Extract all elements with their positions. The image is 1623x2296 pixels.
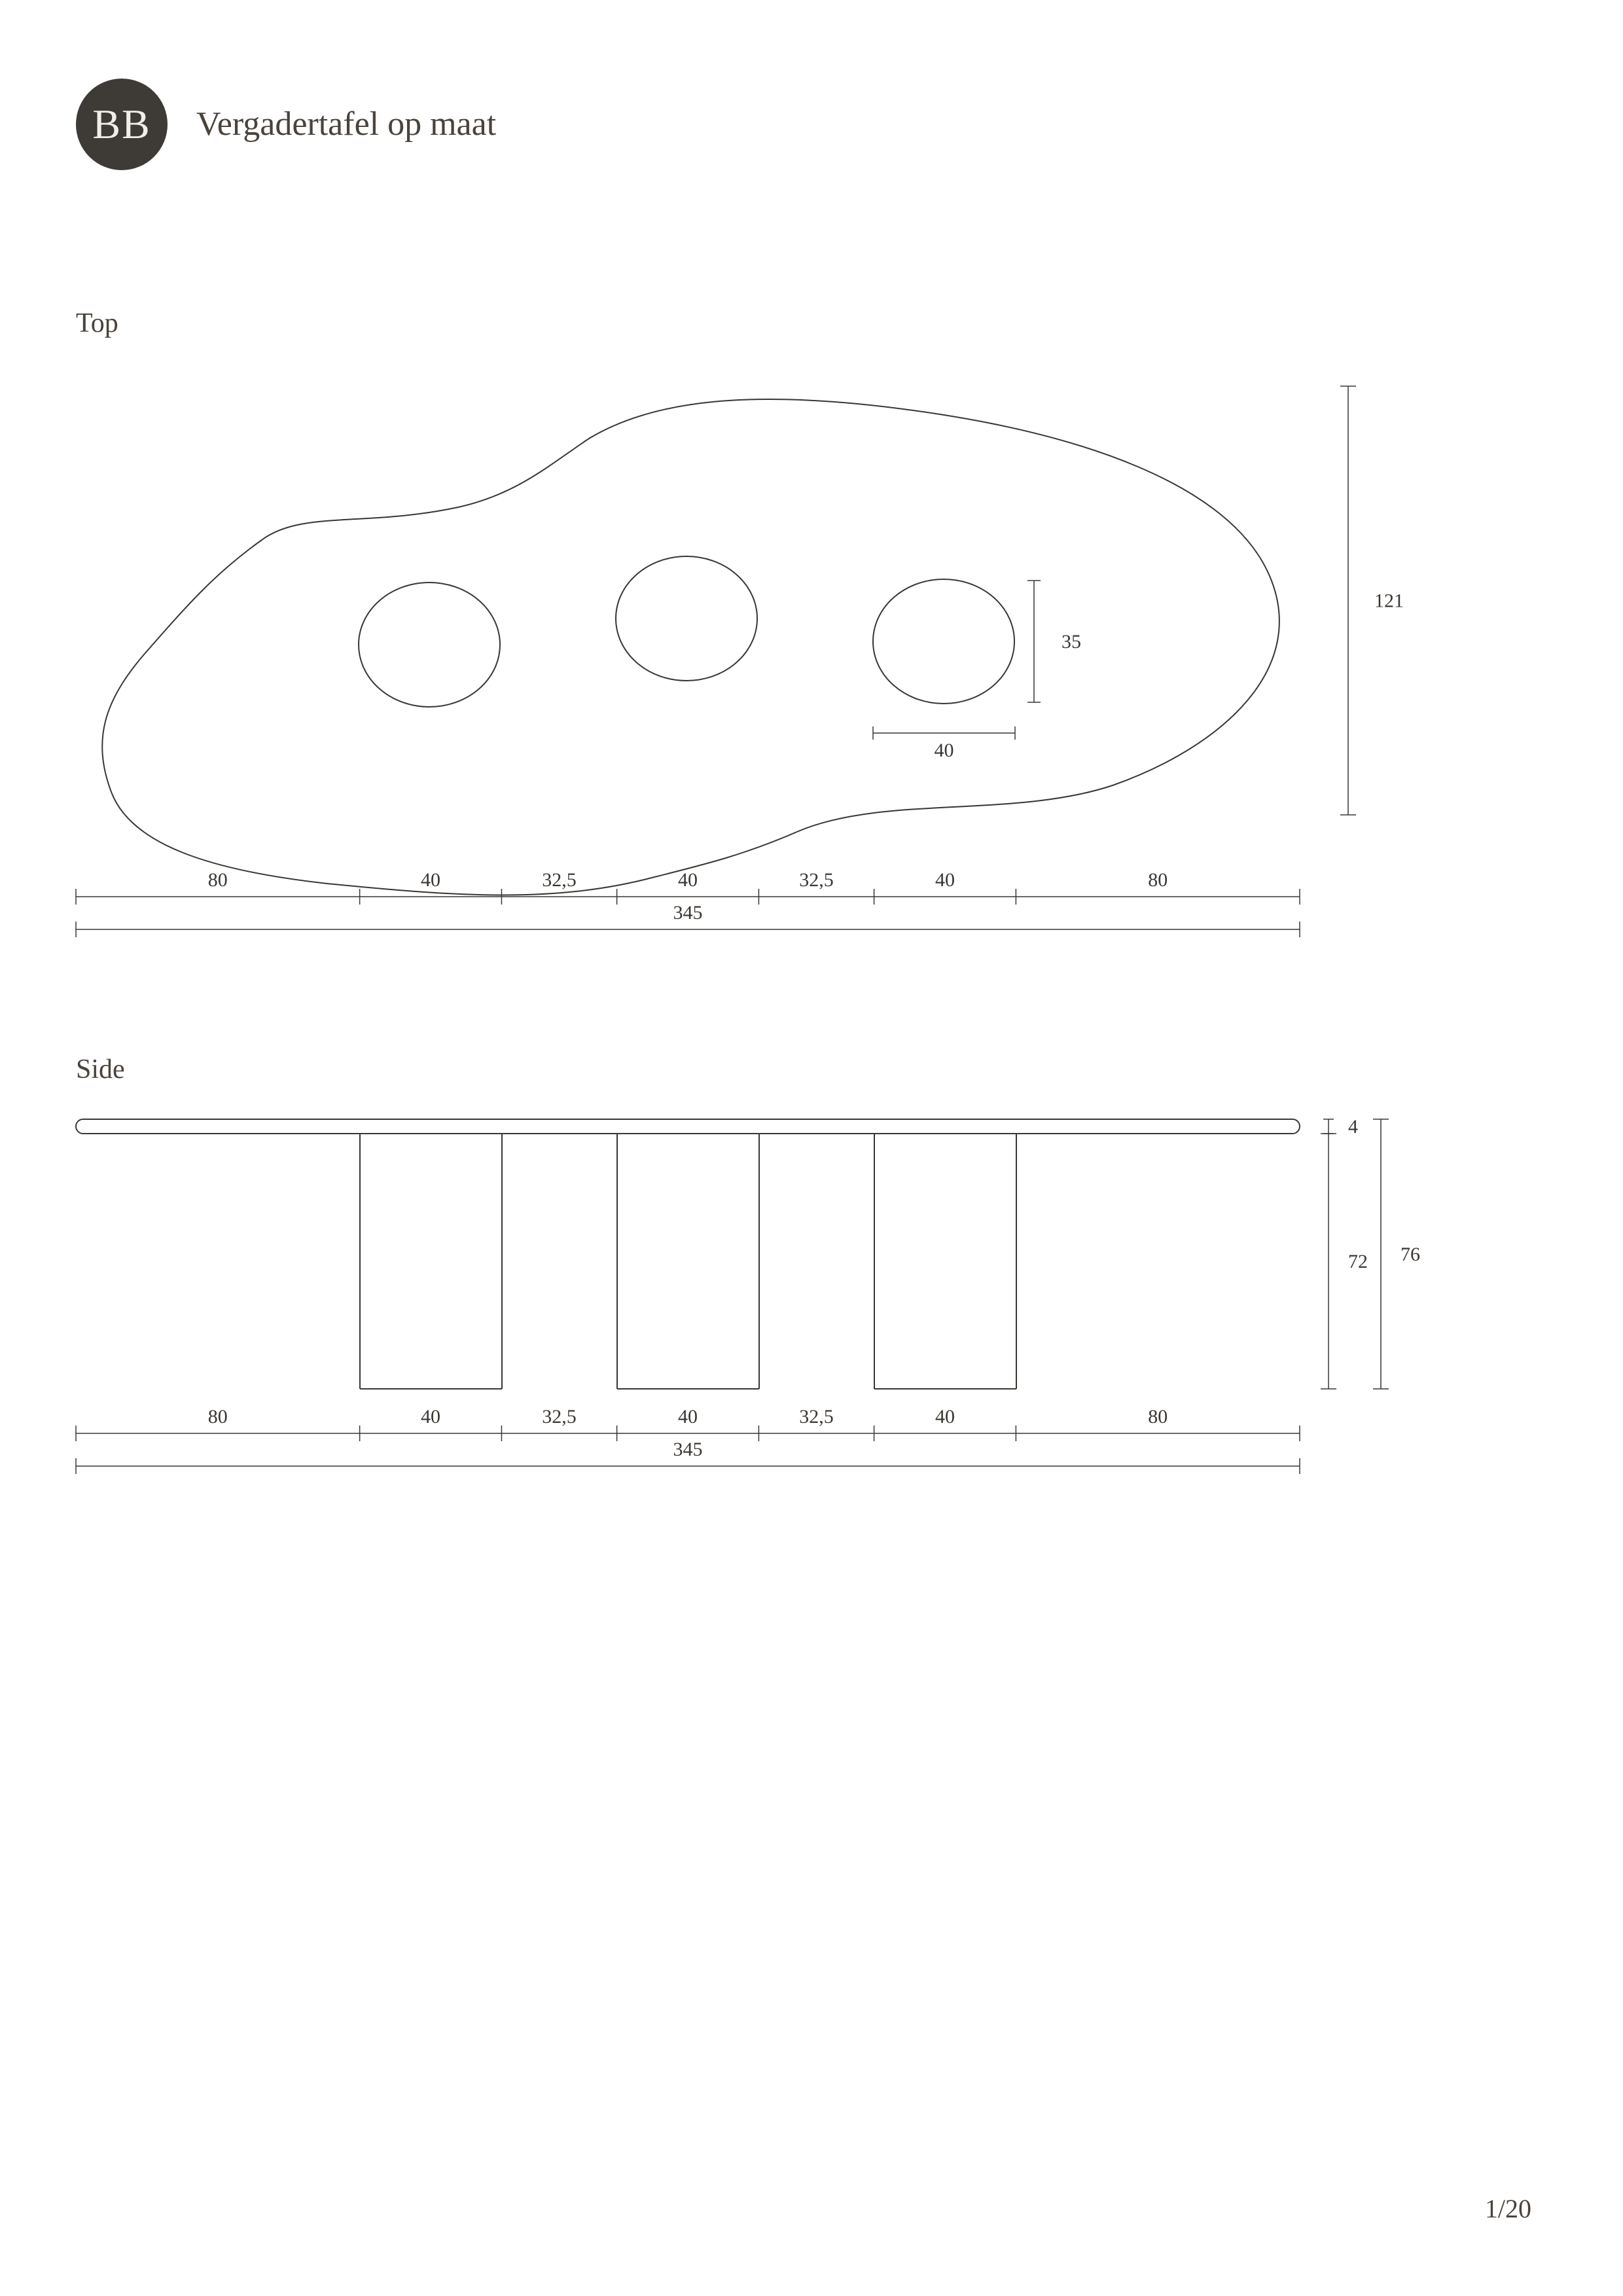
- svg-text:40: 40: [678, 1406, 698, 1427]
- svg-text:40: 40: [678, 869, 698, 891]
- page-title: Vergadertafel op maat: [196, 105, 496, 143]
- svg-text:32,5: 32,5: [542, 1406, 577, 1427]
- svg-text:345: 345: [673, 902, 703, 924]
- svg-text:80: 80: [1148, 1406, 1168, 1427]
- svg-text:121: 121: [1374, 590, 1404, 612]
- svg-text:40: 40: [935, 740, 954, 761]
- svg-text:40: 40: [421, 1406, 440, 1427]
- top-view-diagram: 40 35 121 80 40 32,5 40 32,5 40 80 345: [0, 360, 1505, 962]
- section-label-side: Side: [76, 1054, 125, 1085]
- svg-text:76: 76: [1400, 1244, 1420, 1265]
- page-number: 1/20: [1485, 2193, 1531, 2224]
- svg-text:40: 40: [421, 869, 440, 891]
- svg-text:72: 72: [1348, 1251, 1368, 1272]
- logo-badge: BB: [76, 79, 168, 170]
- svg-text:80: 80: [208, 869, 228, 891]
- side-view-diagram: 4 72 76 80 40 32,5 40 32,5 40 80 345: [0, 1106, 1505, 1577]
- svg-text:40: 40: [935, 1406, 955, 1427]
- svg-text:40: 40: [935, 869, 955, 891]
- svg-text:4: 4: [1348, 1116, 1358, 1138]
- svg-text:32,5: 32,5: [542, 869, 577, 891]
- svg-text:32,5: 32,5: [799, 869, 834, 891]
- svg-text:80: 80: [1148, 869, 1168, 891]
- logo-text: BB: [92, 100, 151, 149]
- svg-text:35: 35: [1061, 631, 1081, 653]
- svg-text:32,5: 32,5: [799, 1406, 834, 1427]
- section-label-top: Top: [76, 308, 118, 339]
- svg-text:345: 345: [673, 1439, 703, 1460]
- svg-text:80: 80: [208, 1406, 228, 1427]
